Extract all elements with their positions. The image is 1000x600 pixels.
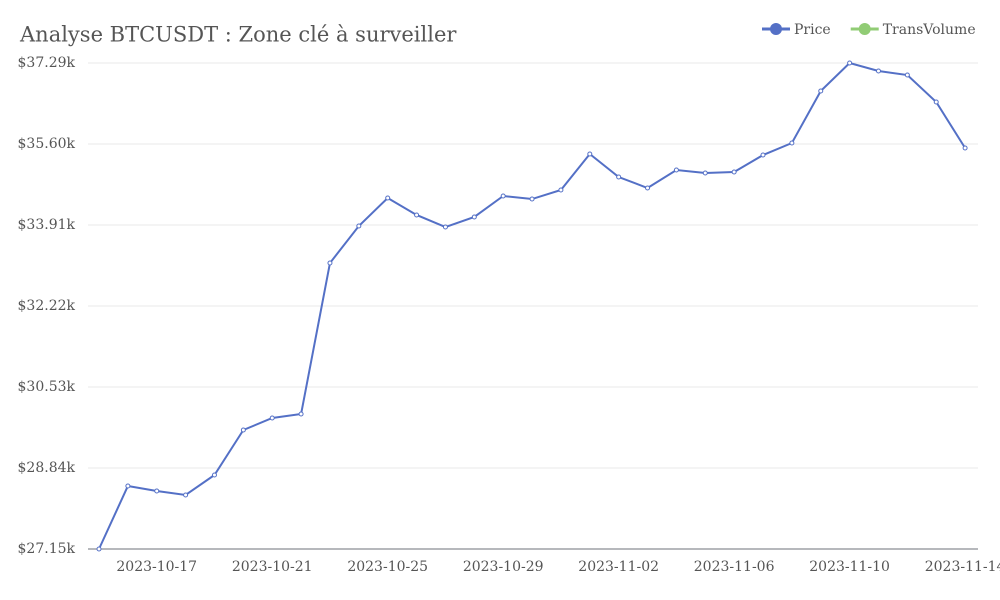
- data-point: [587, 151, 593, 157]
- data-point: [645, 185, 651, 191]
- chart-title: Analyse BTCUSDT : Zone clé à surveiller: [19, 23, 457, 47]
- x-tick-label: 2023-11-10: [809, 559, 890, 575]
- data-point: [904, 72, 910, 78]
- legend-label: TransVolume: [883, 22, 976, 38]
- data-point: [673, 167, 679, 173]
- data-point: [385, 195, 391, 201]
- data-point: [818, 88, 824, 94]
- x-tick-label: 2023-11-14: [925, 559, 1000, 575]
- data-point: [875, 68, 881, 74]
- data-point: [933, 99, 939, 105]
- data-point: [471, 214, 477, 220]
- data-point: [847, 60, 853, 66]
- x-tick-label: 2023-11-06: [694, 559, 775, 575]
- x-tick-label: 2023-10-25: [347, 559, 428, 575]
- x-tick-label: 2023-10-29: [463, 559, 544, 575]
- data-point: [154, 488, 160, 494]
- data-point: [558, 187, 564, 193]
- x-tick-label: 2023-11-02: [578, 559, 659, 575]
- data-point: [327, 260, 333, 266]
- data-point: [962, 145, 968, 151]
- y-tick-label: $28.84k: [18, 460, 76, 476]
- y-tick-label: $27.15k: [18, 541, 76, 557]
- data-point: [702, 170, 708, 176]
- legend-swatch: [770, 23, 782, 35]
- data-point: [414, 212, 420, 218]
- data-point: [442, 224, 448, 230]
- data-point: [731, 169, 737, 175]
- data-point: [96, 546, 102, 552]
- y-tick-label: $35.60k: [18, 136, 76, 152]
- data-point: [529, 196, 535, 202]
- y-tick-label: $30.53k: [18, 379, 76, 395]
- data-point: [211, 472, 217, 478]
- data-point: [356, 223, 362, 229]
- y-tick-label: $32.22k: [18, 298, 76, 314]
- data-point: [269, 415, 275, 421]
- x-tick-label: 2023-10-17: [116, 559, 197, 575]
- data-point: [616, 174, 622, 180]
- legend-swatch: [858, 23, 871, 35]
- data-point: [789, 140, 795, 146]
- data-point: [298, 411, 304, 417]
- data-point: [125, 483, 131, 489]
- x-tick-label: 2023-10-21: [232, 559, 313, 575]
- data-point: [760, 152, 766, 158]
- y-tick-label: $33.91k: [18, 217, 76, 233]
- data-point: [183, 492, 189, 498]
- legend-label: Price: [794, 22, 831, 38]
- data-point: [500, 193, 506, 199]
- data-point: [240, 427, 246, 433]
- y-tick-label: $37.29k: [18, 55, 76, 71]
